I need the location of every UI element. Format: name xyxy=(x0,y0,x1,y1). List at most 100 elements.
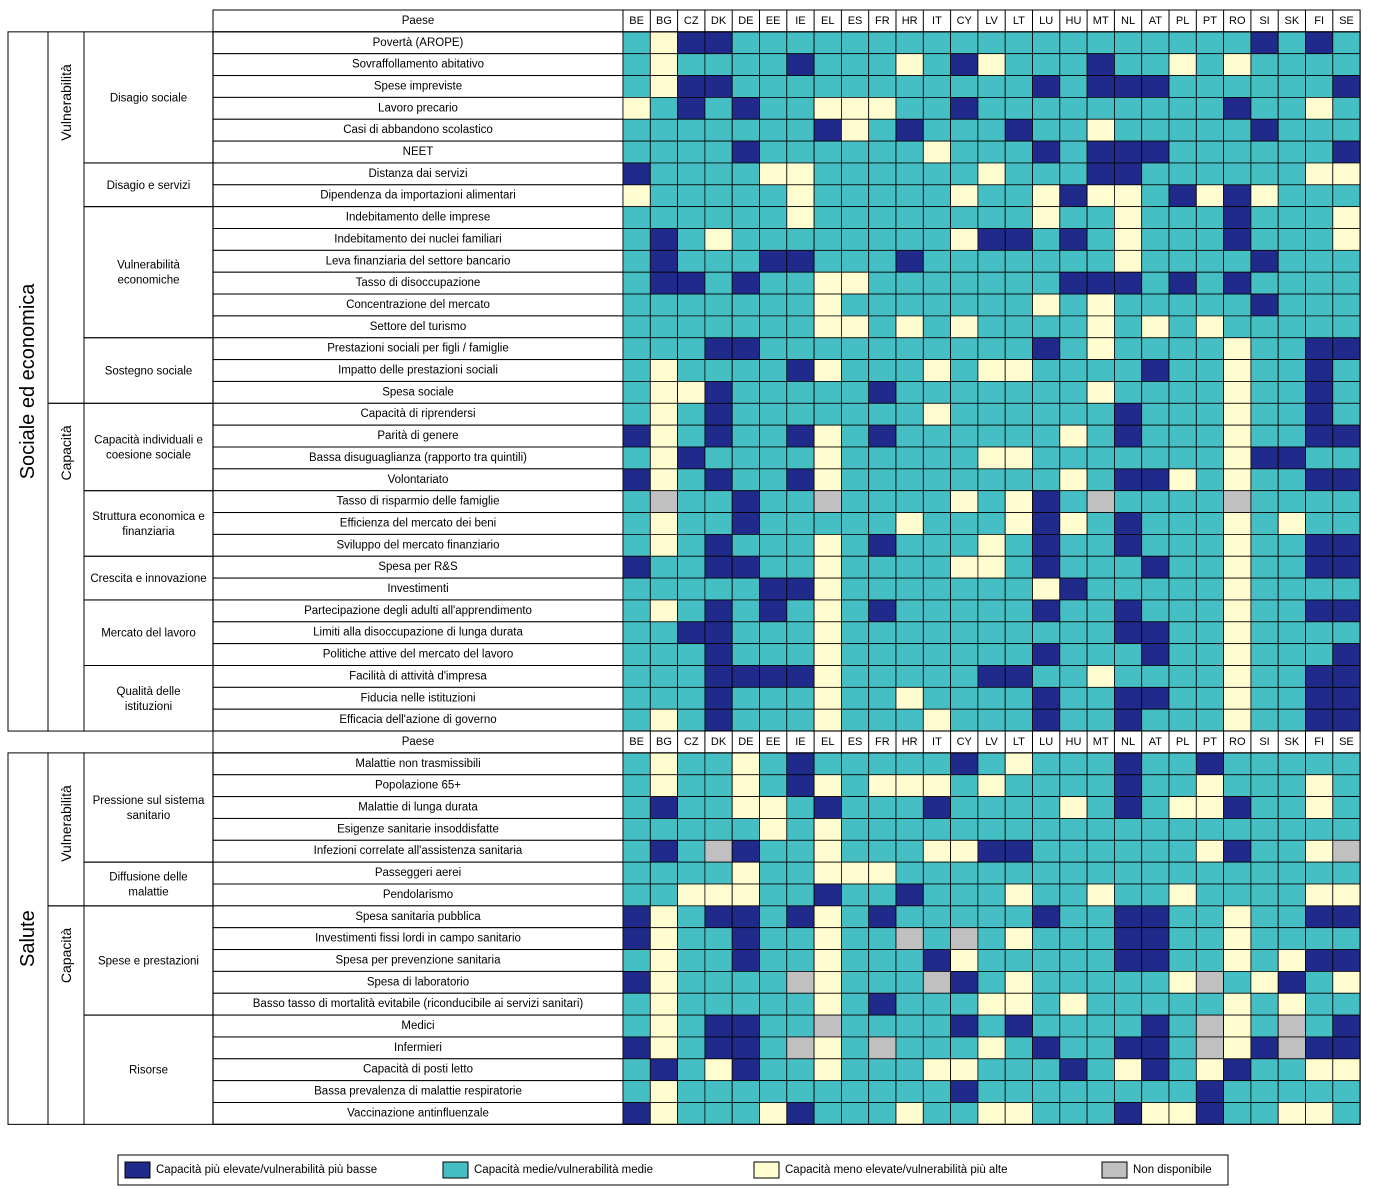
heatmap-cell-fr xyxy=(868,1102,897,1125)
heatmap-cell-it xyxy=(922,228,951,251)
heatmap-cell-hr xyxy=(895,75,924,98)
heatmap-cell-fr xyxy=(868,446,897,470)
heatmap-cell-lu xyxy=(1032,992,1061,1016)
heatmap-cell-mt xyxy=(1086,402,1115,426)
row-label: Prestazioni sociali per figli / famiglie xyxy=(327,343,509,355)
heatmap-cell-pl xyxy=(1168,337,1197,361)
heatmap-cell-sk xyxy=(1277,381,1306,404)
heatmap-cell-ie xyxy=(786,686,815,710)
heatmap-cell-nl xyxy=(1114,796,1143,819)
heatmap-cell-cz xyxy=(677,140,706,164)
heatmap-cell-bg xyxy=(649,315,678,339)
heatmap-cell-se xyxy=(1332,555,1361,579)
country-label-ro: RO xyxy=(1229,15,1246,27)
heatmap-cell-se xyxy=(1332,1014,1361,1038)
heatmap-cell-lt xyxy=(1004,162,1033,186)
heatmap-cell-de xyxy=(731,1102,760,1125)
heatmap-cell-pt xyxy=(1195,949,1225,972)
heatmap-cell-pt xyxy=(1195,1080,1225,1103)
heatmap-cell-it xyxy=(922,927,951,950)
heatmap-cell-ie xyxy=(786,293,815,317)
heatmap-cell-ie xyxy=(786,599,815,623)
heatmap-cell-fr xyxy=(868,971,897,994)
heatmap-cell-si xyxy=(1250,686,1279,710)
heatmap-cell-pl xyxy=(1168,752,1197,776)
row-label: Fiducia nelle istituzioni xyxy=(360,692,475,704)
heatmap-cell-dk xyxy=(704,249,733,273)
heatmap-cell-cz xyxy=(677,337,706,361)
heatmap-cell-ro xyxy=(1223,818,1252,841)
heatmap-cell-se xyxy=(1332,905,1361,929)
heatmap-cell-pl xyxy=(1168,31,1197,55)
heatmap-cell-nl xyxy=(1114,949,1143,972)
heatmap-cell-pl xyxy=(1168,796,1197,819)
heatmap-cell-be xyxy=(622,97,651,120)
heatmap-cell-sk xyxy=(1277,446,1306,470)
heatmap-cell-mt xyxy=(1086,118,1115,142)
heatmap-cell-cz xyxy=(677,861,706,885)
heatmap-cell-lv xyxy=(977,577,1006,601)
heatmap-cell-es xyxy=(841,861,870,885)
heatmap-cell-es xyxy=(841,381,870,404)
heatmap-cell-pl xyxy=(1168,905,1197,929)
row-label: Efficacia dell'azione di governo xyxy=(339,714,496,726)
heatmap-cell-nl xyxy=(1114,905,1143,929)
heatmap-cell-cy xyxy=(950,118,979,142)
heatmap-cell-lt xyxy=(1004,927,1033,950)
heatmap-cell-nl xyxy=(1114,818,1143,841)
heatmap-cell-es xyxy=(841,293,870,317)
heatmap-cell-bg xyxy=(649,861,678,885)
heatmap-cell-nl xyxy=(1114,271,1143,295)
heatmap-cell-ee xyxy=(759,665,788,688)
heatmap-cell-de xyxy=(731,1014,760,1038)
heatmap-cell-de xyxy=(731,381,760,404)
heatmap-cell-be xyxy=(622,643,651,666)
heatmap-cell-hu xyxy=(1059,140,1088,164)
heatmap-cell-be xyxy=(622,206,651,229)
heatmap-cell-pt xyxy=(1195,883,1225,907)
heatmap-cell-lt xyxy=(1004,534,1033,557)
heatmap-cell-cz xyxy=(677,1058,706,1082)
heatmap-cell-be xyxy=(622,927,651,950)
country-label-at: AT xyxy=(1149,736,1163,748)
group-label: Diffusione delle malattie xyxy=(109,872,187,899)
heatmap-cell-pt xyxy=(1195,708,1225,732)
heatmap-cell-fi xyxy=(1305,839,1334,863)
group-label: Disagio sociale xyxy=(110,92,187,104)
heatmap-cell-hu xyxy=(1059,206,1088,229)
heatmap-cell-mt xyxy=(1086,686,1115,710)
heatmap-cell-lu xyxy=(1032,359,1061,382)
group-label: Sostegno sociale xyxy=(105,366,193,378)
heatmap-cell-cy xyxy=(950,1036,979,1060)
heatmap-cell-it xyxy=(922,206,951,229)
heatmap-cell-nl xyxy=(1114,1102,1143,1125)
heatmap-cell-nl xyxy=(1114,381,1143,404)
heatmap-cell-ro xyxy=(1223,97,1252,120)
heatmap-cell-el xyxy=(813,752,842,776)
heatmap-cell-pl xyxy=(1168,97,1197,120)
heatmap-cell-be xyxy=(622,315,651,339)
heatmap-cell-ie xyxy=(786,796,815,819)
heatmap-cell-es xyxy=(841,534,870,557)
row-label: Tasso di risparmio delle famiglie xyxy=(337,496,500,508)
heatmap-cell-fr xyxy=(868,162,897,186)
heatmap-cell-se xyxy=(1332,381,1361,404)
heatmap-cell-fr xyxy=(868,839,897,863)
heatmap-cell-el xyxy=(813,446,842,470)
heatmap-cell-se xyxy=(1332,839,1361,863)
country-label-cz: CZ xyxy=(684,15,699,27)
heatmap-cell-ee xyxy=(759,818,788,841)
heatmap-cell-be xyxy=(622,446,651,470)
heatmap-cell-ee xyxy=(759,228,788,251)
heatmap-cell-mt xyxy=(1086,665,1115,688)
heatmap-cell-it xyxy=(922,468,951,492)
heatmap-cell-ee xyxy=(759,774,788,798)
heatmap-cell-fr xyxy=(868,1058,897,1082)
heatmap-cell-hr xyxy=(895,118,924,142)
heatmap-cell-de xyxy=(731,774,760,798)
heatmap-cell-se xyxy=(1332,118,1361,142)
heatmap-cell-ie xyxy=(786,621,815,645)
country-label-fr: FR xyxy=(875,15,890,27)
heatmap-cell-si xyxy=(1250,359,1279,382)
heatmap-cell-pt xyxy=(1195,490,1225,513)
